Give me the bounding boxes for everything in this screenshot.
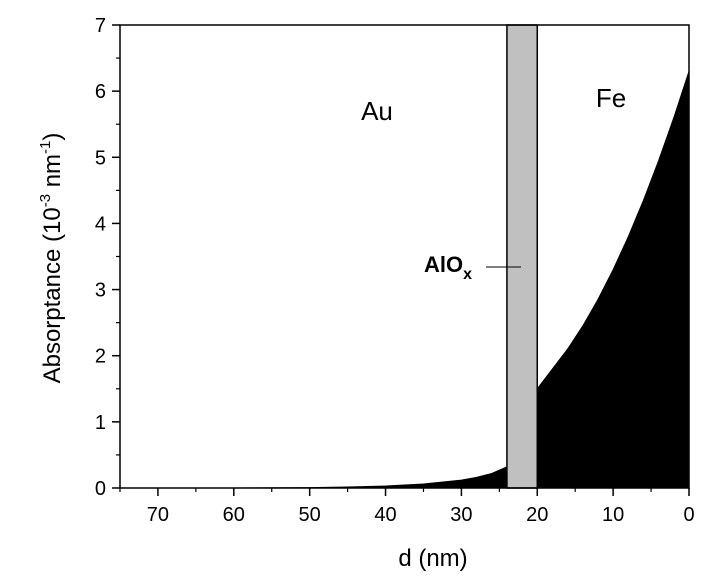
y-tick-label: 7: [95, 15, 106, 37]
fe-region-label: Fe: [596, 83, 626, 113]
y-tick-label: 4: [95, 213, 106, 235]
absorptance-area-fe: [536, 71, 690, 489]
y-tick-label: 0: [95, 478, 106, 500]
y-tick-label: 2: [95, 346, 106, 368]
alox-annotation: AlOx: [424, 252, 472, 283]
x-tick-label: 60: [223, 504, 245, 526]
x-tick-label: 10: [602, 504, 624, 526]
x-tick-label: 20: [526, 504, 548, 526]
x-tick-label: 0: [683, 504, 694, 526]
y-tick-label: 1: [95, 412, 106, 434]
y-tick-label: 6: [95, 81, 106, 103]
plot-area: [120, 24, 690, 489]
x-tick-label: 30: [450, 504, 472, 526]
absorptance-area-au: [120, 466, 508, 489]
axes: 70 60 50 40 30 20 10 0 0 1 2 3 4 5 6 7: [95, 15, 695, 526]
y-tick-label: 5: [95, 147, 106, 169]
x-tick-label: 50: [299, 504, 321, 526]
y-axis-label: Absorptance (10-3 nm-1): [37, 133, 66, 384]
y-tick-label: 3: [95, 280, 106, 302]
x-tick-label: 70: [147, 504, 169, 526]
x-tick-label: 40: [374, 504, 396, 526]
x-axis-label: d (nm): [398, 545, 467, 572]
au-region-label: Au: [361, 96, 393, 126]
alox-spacer-band: [506, 24, 539, 489]
